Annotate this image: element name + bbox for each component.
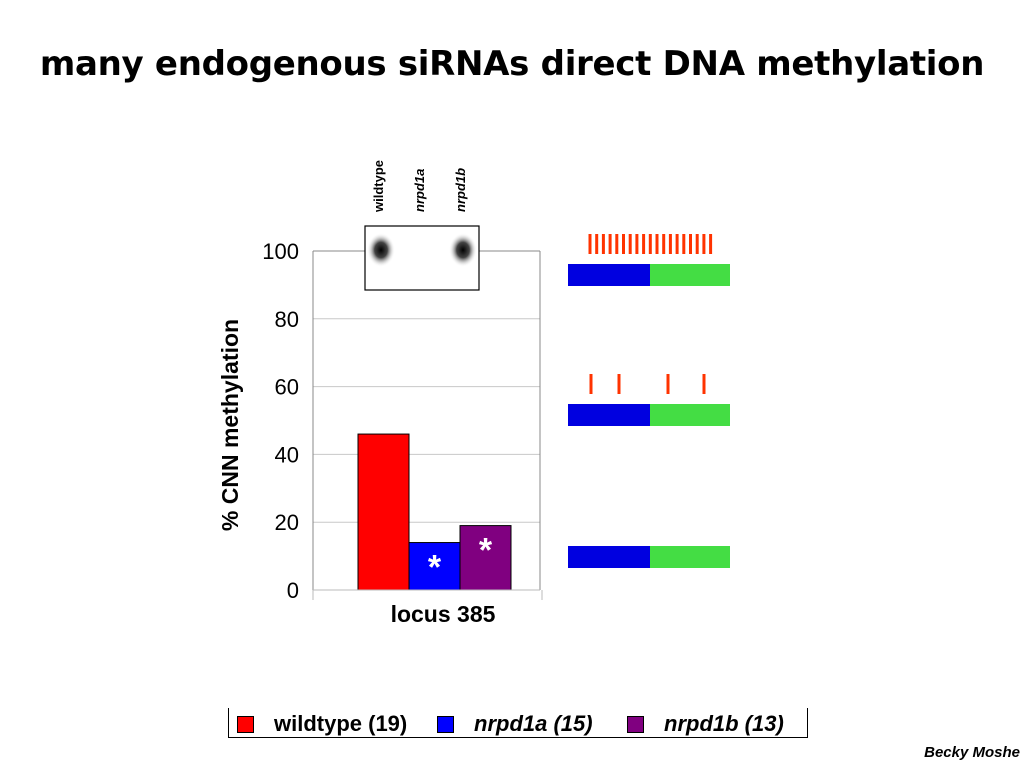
blot-lane-label: nrpd1b [453, 168, 468, 212]
legend: wildtype (19) nrpd1a (15) nrpd1b (13) [228, 708, 808, 738]
y-tick-label: 0 [287, 578, 299, 603]
methylation-tick [595, 234, 599, 254]
bar-1 [357, 433, 410, 591]
legend-item: nrpd1b (13) [627, 711, 784, 736]
author-credit: Becky Moshe [924, 744, 1020, 761]
methylation-tick [702, 374, 706, 394]
methylation-tick [601, 234, 605, 254]
y-axis-label: % CNN methylation [217, 319, 243, 531]
blot-spot [449, 233, 477, 267]
methylation-tick [617, 374, 621, 394]
legend-label: nrpd1a (15) [474, 711, 593, 736]
methylation-tick [662, 234, 666, 254]
blot-spot [367, 233, 395, 267]
methylation-tick [675, 234, 679, 254]
slide-title: many endogenous siRNAs direct DNA methyl… [39, 44, 985, 84]
legend-item: nrpd1a (15) [437, 711, 593, 736]
locus-segment-green [650, 546, 730, 568]
significance-marker: * [479, 532, 493, 570]
methylation-tick [709, 234, 713, 254]
locus-segment-green [650, 404, 730, 426]
x-axis-label: locus 385 [391, 601, 496, 627]
legend-swatch [237, 715, 254, 733]
y-tick-label: 80 [275, 307, 299, 332]
blot-lane-label: wildtype [371, 160, 386, 213]
methylation-tick [695, 234, 699, 254]
methylation-tick [666, 374, 670, 394]
legend-swatch [627, 715, 644, 733]
legend-label: wildtype (19) [274, 711, 408, 736]
methylation-tick [589, 374, 593, 394]
methylation-tick [668, 234, 672, 254]
methylation-tick [622, 234, 625, 254]
locus-segment-blue [568, 264, 650, 286]
methylation-tick [689, 234, 692, 254]
methylation-tick [608, 234, 612, 254]
methylation-tick [655, 234, 659, 254]
locus-segment-blue [568, 404, 650, 426]
methylation-tick [635, 234, 639, 254]
legend-label: nrpd1b (13) [664, 711, 784, 736]
locus-segment-green [650, 264, 730, 286]
locus-segment-blue [568, 546, 650, 568]
bar-2 [408, 542, 461, 591]
y-tick-label: 100 [262, 239, 299, 264]
legend-swatch [437, 715, 454, 733]
y-tick-label: 20 [275, 510, 299, 535]
methylation-tick [682, 234, 686, 254]
methylation-tick [648, 234, 652, 254]
methylation-tick [615, 234, 619, 254]
methylation-tick [642, 234, 646, 254]
methylation-tick [628, 234, 632, 254]
y-tick-label: 60 [275, 375, 299, 400]
legend-item: wildtype (19) [237, 711, 408, 736]
blot-lane-label: nrpd1a [412, 169, 427, 212]
significance-marker: * [428, 549, 442, 587]
methylation-tick [702, 234, 706, 254]
y-tick-label: 40 [275, 442, 299, 467]
methylation-tick [588, 234, 592, 254]
